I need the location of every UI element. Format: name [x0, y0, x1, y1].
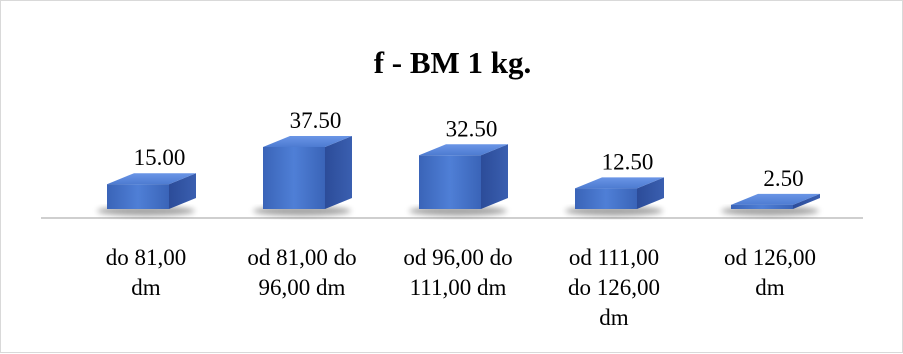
- bar-5: [731, 204, 793, 209]
- bar-1: [107, 184, 169, 209]
- bar-3: [419, 155, 481, 209]
- bar-4: [575, 188, 637, 209]
- category-label-line: od 126,00: [724, 245, 816, 270]
- data-label-3: 32.50: [446, 116, 498, 141]
- data-label-1: 15.00: [134, 145, 186, 170]
- category-label-line: od 96,00 do: [403, 245, 512, 270]
- category-label-line: dm: [755, 275, 785, 300]
- category-label-3: od 96,00 do 111,00 dm: [403, 245, 512, 300]
- bar-top-4: [575, 177, 664, 189]
- bar-top-1: [107, 173, 196, 185]
- bar-2: [263, 147, 325, 209]
- data-label-4: 12.50: [602, 149, 654, 174]
- category-label-2: od 81,00 do 96,00 dm: [247, 245, 356, 300]
- category-label-line: 111,00 dm: [410, 275, 507, 300]
- category-label-line: od 81,00 do: [247, 245, 356, 270]
- bar-side-5: [793, 193, 820, 209]
- category-label-line: od 111,00: [569, 245, 659, 270]
- category-label-4: od 111,00 do 126,00 dm: [568, 245, 660, 330]
- category-label-line: do 81,00: [106, 245, 187, 270]
- bar-side-2: [325, 136, 352, 209]
- bar-side-4: [637, 177, 664, 209]
- chart-title: f - BM 1 kg.: [373, 45, 532, 80]
- data-label-5: 2.50: [763, 166, 803, 191]
- bar-top-3: [419, 144, 508, 156]
- bar-side-1: [169, 173, 196, 209]
- bar-top-5: [731, 193, 820, 205]
- category-label-5: od 126,00 dm: [724, 245, 816, 300]
- category-label-line: dm: [131, 275, 161, 300]
- category-label-1: do 81,00 dm: [106, 245, 187, 300]
- category-label-line: dm: [599, 305, 629, 330]
- bar-top-2: [263, 136, 352, 147]
- category-label-line: do 126,00: [568, 275, 660, 300]
- data-label-2: 37.50: [290, 108, 342, 133]
- category-label-line: 96,00 dm: [259, 275, 346, 300]
- bar-side-3: [481, 144, 508, 209]
